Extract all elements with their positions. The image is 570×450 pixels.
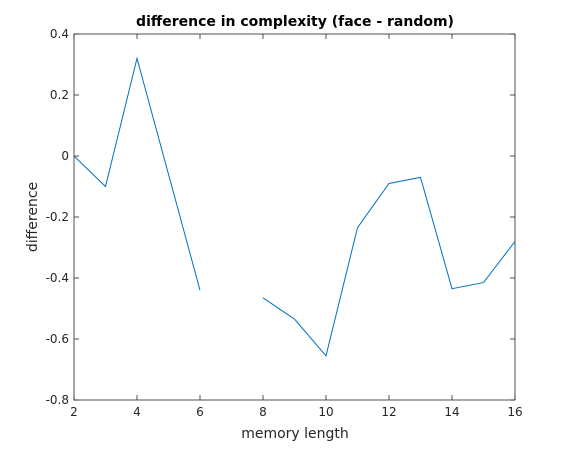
y-tick-label: -0.4	[46, 271, 69, 285]
x-tick-label: 4	[133, 405, 141, 419]
series-line	[73, 56, 201, 291]
y-axis-label: difference	[25, 182, 41, 252]
plot-area	[73, 33, 516, 401]
x-tick-label: 6	[196, 405, 204, 419]
y-tick-label: 0	[61, 149, 69, 163]
x-tick-label: 10	[318, 405, 333, 419]
y-tick-label: -0.8	[46, 393, 69, 407]
plot-frame	[73, 33, 516, 401]
x-tick-label: 12	[381, 405, 396, 419]
axis-tick-labels: 2 4 6 8 10 12 14 16 -0.8 -0.6 -0.4 -0.2 0 0.2 0.4	[46, 27, 523, 419]
chart-title: difference in complexity (face - random)	[136, 14, 454, 30]
x-tick-label: 14	[444, 405, 459, 419]
x-tick-label: 8	[259, 405, 267, 419]
x-tick-label: 16	[507, 405, 522, 419]
x-axis-label: memory length	[241, 426, 349, 442]
y-tick-label: 0.4	[50, 27, 69, 41]
y-tick-label: -0.6	[46, 332, 69, 346]
series-layer	[73, 56, 516, 357]
y-tick-label: -0.2	[46, 210, 69, 224]
axis-ticks	[73, 33, 516, 401]
series-line	[262, 176, 516, 357]
y-tick-label: 0.2	[50, 88, 69, 102]
x-tick-label: 2	[70, 405, 78, 419]
